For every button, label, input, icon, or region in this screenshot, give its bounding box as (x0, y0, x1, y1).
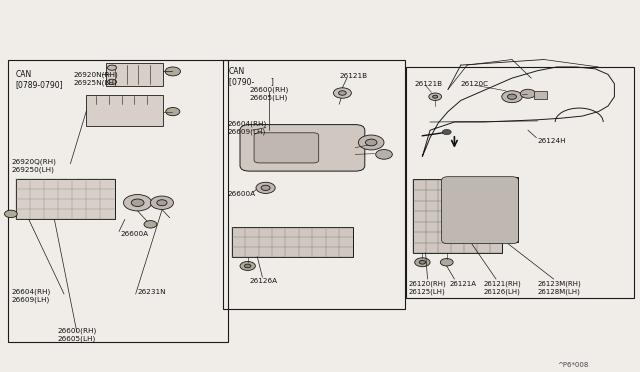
Circle shape (333, 88, 351, 98)
Circle shape (124, 195, 152, 211)
Circle shape (256, 182, 275, 193)
Text: 26605(LH): 26605(LH) (250, 94, 288, 101)
Circle shape (108, 79, 116, 84)
Text: 26600(RH): 26600(RH) (250, 86, 289, 93)
Circle shape (449, 232, 460, 238)
Circle shape (157, 200, 167, 206)
Circle shape (166, 108, 180, 116)
Circle shape (131, 199, 144, 206)
Text: [0790-       ]: [0790- ] (229, 77, 274, 86)
Text: 26121B: 26121B (415, 81, 443, 87)
Text: 26600(RH): 26600(RH) (58, 327, 97, 334)
Circle shape (433, 95, 438, 98)
Circle shape (419, 260, 426, 264)
Text: 26600A: 26600A (227, 191, 255, 197)
FancyBboxPatch shape (240, 125, 365, 171)
Circle shape (244, 264, 251, 268)
Bar (445, 177, 518, 242)
Text: 26925N(LH): 26925N(LH) (74, 79, 117, 86)
Text: 26120(RH): 26120(RH) (408, 280, 446, 287)
Text: 26120C: 26120C (461, 81, 489, 87)
Circle shape (150, 196, 173, 209)
Bar (534, 91, 547, 99)
Circle shape (339, 91, 346, 95)
Circle shape (415, 258, 430, 267)
Text: [0789-0790]: [0789-0790] (15, 80, 63, 89)
Text: 26121B: 26121B (339, 73, 367, 79)
Circle shape (358, 135, 384, 150)
Text: 26605(LH): 26605(LH) (58, 335, 96, 342)
Bar (86, 95, 163, 126)
Text: 26600A: 26600A (120, 231, 148, 237)
Circle shape (108, 65, 116, 70)
Circle shape (502, 91, 522, 103)
Circle shape (365, 139, 377, 146)
Text: CAN: CAN (229, 67, 245, 76)
Circle shape (144, 221, 157, 228)
Circle shape (376, 150, 392, 159)
Text: 269250(LH): 269250(LH) (12, 166, 54, 173)
Text: CAN: CAN (15, 70, 31, 79)
Circle shape (240, 262, 255, 270)
Text: 26121(RH): 26121(RH) (483, 280, 521, 287)
Circle shape (440, 259, 453, 266)
Text: 26126A: 26126A (250, 278, 278, 284)
Text: 26123M(RH): 26123M(RH) (538, 280, 581, 287)
Circle shape (429, 93, 442, 100)
Text: 26920N(RH): 26920N(RH) (74, 71, 118, 78)
Text: 26125(LH): 26125(LH) (408, 289, 445, 295)
Bar (413, 179, 502, 253)
Circle shape (261, 185, 270, 190)
Circle shape (165, 67, 180, 76)
Circle shape (442, 129, 451, 135)
Text: 26609(LH): 26609(LH) (227, 128, 266, 135)
Text: 26604(RH): 26604(RH) (227, 120, 266, 127)
Bar (8, 60, 228, 342)
Text: 26920Q(RH): 26920Q(RH) (12, 158, 56, 165)
Text: 26231N: 26231N (138, 289, 166, 295)
Circle shape (4, 210, 17, 218)
Circle shape (508, 94, 516, 99)
Bar (232, 227, 353, 257)
Bar (16, 179, 115, 219)
Circle shape (449, 181, 460, 187)
FancyBboxPatch shape (442, 177, 518, 244)
Text: 26126(LH): 26126(LH) (483, 289, 520, 295)
Text: 26124H: 26124H (538, 138, 566, 144)
Text: 26609(LH): 26609(LH) (12, 296, 50, 303)
Text: ^P6*008: ^P6*008 (557, 362, 588, 368)
Bar (106, 63, 163, 86)
Circle shape (520, 89, 536, 98)
Text: 26604(RH): 26604(RH) (12, 288, 51, 295)
FancyBboxPatch shape (254, 133, 319, 163)
Text: 26128M(LH): 26128M(LH) (538, 289, 580, 295)
Text: 26121A: 26121A (449, 281, 476, 287)
Bar (406, 67, 634, 298)
Bar (223, 60, 405, 309)
